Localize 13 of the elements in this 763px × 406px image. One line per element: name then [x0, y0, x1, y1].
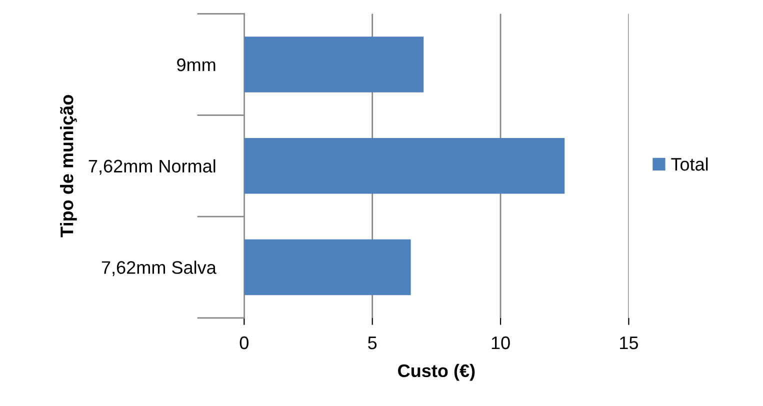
y-axis-title: Tipo de munição — [60, 94, 77, 238]
bar — [244, 138, 565, 194]
bar — [244, 36, 424, 92]
x-tick-label: 5 — [368, 336, 377, 350]
y-tick-label: 9mm — [177, 58, 216, 72]
bar — [244, 239, 411, 296]
x-tick-label: 10 — [492, 336, 510, 350]
y-tick-label: 7,62mm Salva — [102, 260, 216, 276]
x-tick-label: 0 — [240, 336, 248, 350]
x-axis-title: Custo (€) — [398, 364, 475, 381]
y-tick-label: 7,62mm Normal — [88, 159, 216, 175]
legend-label: Total — [671, 157, 708, 171]
x-tick-label: 15 — [620, 336, 638, 350]
